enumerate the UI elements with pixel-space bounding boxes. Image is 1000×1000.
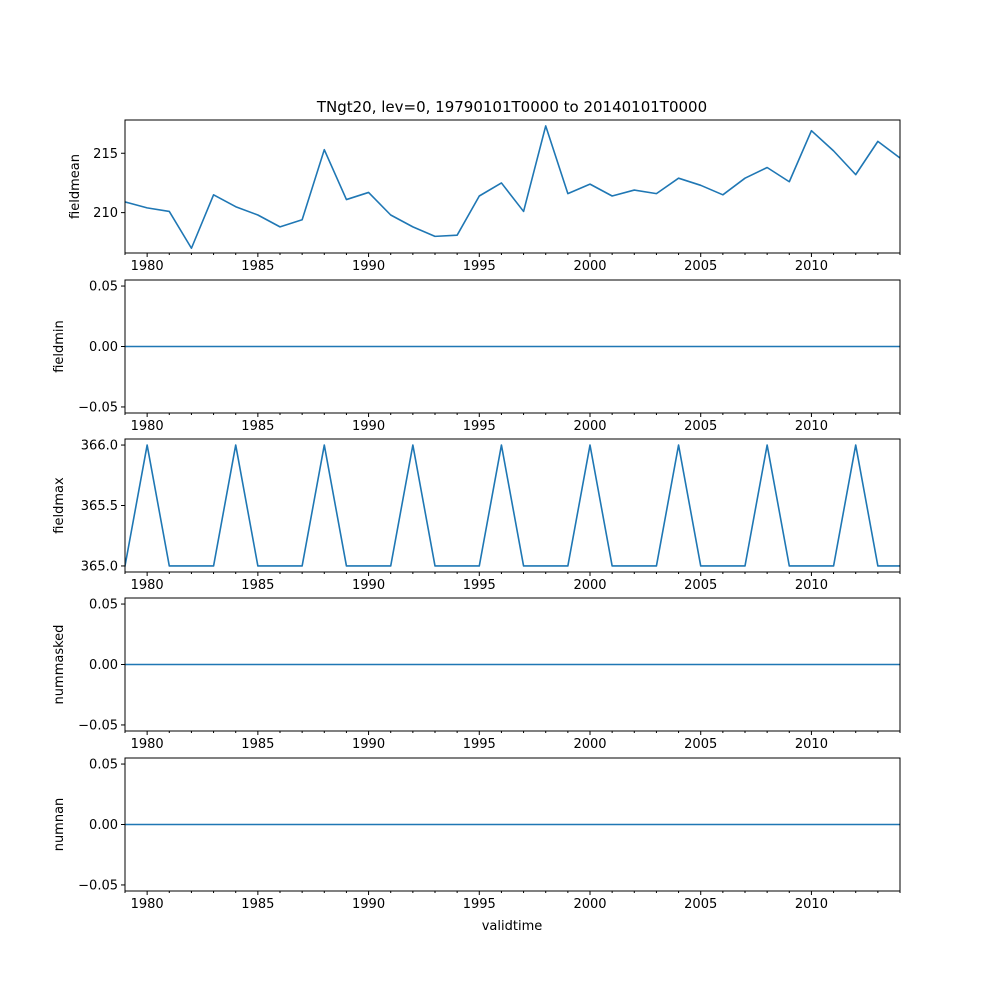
y-tick-label: 365.5 bbox=[81, 499, 118, 514]
x-tick-label: 1995 bbox=[463, 419, 496, 434]
y-tick-label: 210 bbox=[93, 206, 118, 221]
x-tick-label: 2005 bbox=[684, 897, 717, 912]
x-tick-label: 1980 bbox=[131, 897, 164, 912]
x-tick-label: 1995 bbox=[463, 897, 496, 912]
subplot-nummasked: 1980 1985 1990 1995 2000 2005 2010 −0.05 0.00 0.0… bbox=[52, 597, 901, 752]
x-tick-label: 1995 bbox=[463, 578, 496, 593]
x-tick-label: 2010 bbox=[795, 259, 828, 274]
subplot-stack: 1980 1985 1990 1995 2000 2005 2010 210 215 fieldm… bbox=[52, 119, 901, 912]
y-tick-label: 365.0 bbox=[81, 559, 118, 574]
x-tick-label: 2005 bbox=[684, 259, 717, 274]
x-tick-label: 1995 bbox=[463, 737, 496, 752]
x-tick-label: 2010 bbox=[795, 419, 828, 434]
y-tick-label: −0.05 bbox=[78, 878, 118, 893]
y-axis-label-fieldmin: fieldmin bbox=[52, 320, 67, 373]
x-tick-label: 2010 bbox=[795, 578, 828, 593]
x-tick-label: 1990 bbox=[352, 259, 385, 274]
axes-frame bbox=[124, 119, 901, 254]
y-tick-label: 215 bbox=[93, 147, 118, 162]
series-line-fieldmean bbox=[125, 125, 900, 250]
x-tick-label: 2005 bbox=[684, 419, 717, 434]
y-tick-label: −0.05 bbox=[78, 400, 118, 415]
x-tick-label: 1980 bbox=[131, 419, 164, 434]
x-tick-label: 1985 bbox=[241, 737, 274, 752]
x-tick-label: 1990 bbox=[352, 897, 385, 912]
y-tick-label: 0.05 bbox=[89, 280, 118, 295]
y-tick-label: −0.05 bbox=[78, 718, 118, 733]
x-tick-label: 1985 bbox=[241, 897, 274, 912]
x-tick-label: 2010 bbox=[795, 737, 828, 752]
figure-title: TNgt20, lev=0, 19790101T0000 to 20140101… bbox=[316, 98, 707, 116]
x-tick-label: 2000 bbox=[573, 419, 606, 434]
y-tick-label: 0.05 bbox=[89, 758, 118, 773]
series-line-fieldmax bbox=[125, 444, 900, 567]
x-tick-label: 1990 bbox=[352, 578, 385, 593]
y-axis-label-fieldmax: fieldmax bbox=[52, 477, 67, 534]
y-tick-label: 0.00 bbox=[89, 818, 118, 833]
x-tick-label: 1980 bbox=[131, 259, 164, 274]
x-tick-label: 1995 bbox=[463, 259, 496, 274]
y-tick-label: 0.00 bbox=[89, 658, 118, 673]
y-axis-label-fieldmean: fieldmean bbox=[68, 154, 83, 219]
subplot-numnan: 1980 1985 1990 1995 2000 2005 2010 −0.05 0.00 0.0… bbox=[52, 757, 901, 912]
y-tick-label: 0.00 bbox=[89, 340, 118, 355]
x-tick-label: 1990 bbox=[352, 737, 385, 752]
x-tick-label: 1985 bbox=[241, 259, 274, 274]
x-tick-label: 1990 bbox=[352, 419, 385, 434]
y-axis-label-numnan: numnan bbox=[52, 798, 67, 852]
x-tick-label: 1985 bbox=[241, 578, 274, 593]
x-tick-label: 2000 bbox=[573, 578, 606, 593]
x-axis-label: validtime bbox=[482, 919, 543, 934]
x-tick-label: 2000 bbox=[573, 737, 606, 752]
subplot-fieldmin: 1980 1985 1990 1995 2000 2005 2010 −0.05 0.00 0.0… bbox=[52, 279, 901, 434]
x-tick-label: 2005 bbox=[684, 737, 717, 752]
y-tick-label: 366.0 bbox=[81, 439, 118, 454]
x-tick-label: 1980 bbox=[131, 578, 164, 593]
x-tick-label: 1985 bbox=[241, 419, 274, 434]
x-tick-label: 2010 bbox=[795, 897, 828, 912]
subplot-fieldmax: 1980 1985 1990 1995 2000 2005 2010 365.0 365.5 36… bbox=[52, 438, 901, 593]
x-tick-label: 2000 bbox=[573, 259, 606, 274]
x-tick-label: 1980 bbox=[131, 737, 164, 752]
subplot-fieldmean: 1980 1985 1990 1995 2000 2005 2010 210 215 fieldm… bbox=[68, 119, 901, 274]
x-tick-label: 2000 bbox=[573, 897, 606, 912]
y-tick-label: 0.05 bbox=[89, 598, 118, 613]
x-tick-label: 2005 bbox=[684, 578, 717, 593]
y-axis-label-nummasked: nummasked bbox=[52, 625, 67, 705]
